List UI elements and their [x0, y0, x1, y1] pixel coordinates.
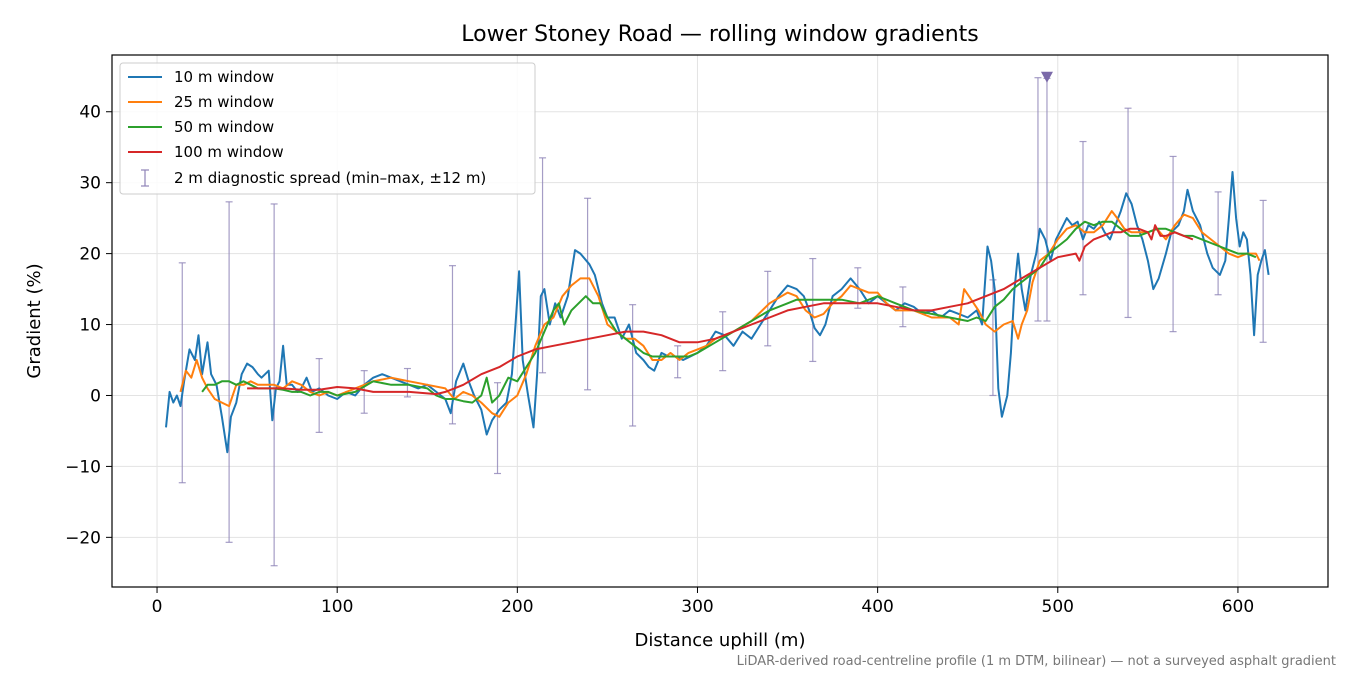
- x-axis-label: Distance uphill (m): [635, 630, 806, 651]
- y-tick-label: 10: [79, 316, 101, 336]
- x-tick-label: 500: [1042, 597, 1074, 617]
- legend-swatch-spread: [141, 169, 149, 187]
- y-tick-label: 30: [79, 174, 101, 194]
- x-tick-label: 400: [861, 597, 893, 617]
- series-line-50-m-window: [201, 220, 1257, 404]
- series-layer: [165, 71, 1270, 567]
- spread-errorbar: [719, 311, 727, 372]
- x-tick-label: 200: [501, 597, 533, 617]
- spread-errorbar: [1259, 199, 1267, 343]
- x-tick-label: 600: [1222, 597, 1254, 617]
- spread-errorbar: [584, 197, 592, 391]
- ticks: 0 100 200 300 400 500 600 −20 −10 0 10 20 30 40: [65, 103, 1254, 617]
- spread-errorbar: [225, 201, 233, 543]
- legend: 10 m window 25 m window 50 m window 100 …: [119, 62, 536, 195]
- spread-errorbar: [629, 304, 637, 427]
- x-tick-label: 300: [681, 597, 713, 617]
- series-line-100-m-window: [247, 224, 1194, 396]
- legend-label-50m: 50 m window: [174, 118, 274, 136]
- spread-errorbar: [764, 270, 772, 347]
- y-tick-label: 20: [79, 245, 101, 265]
- y-tick-label: 0: [90, 386, 101, 406]
- legend-label-10m: 10 m window: [174, 68, 274, 86]
- legend-label-100m: 100 m window: [174, 143, 284, 161]
- max-marker: [1040, 71, 1053, 83]
- y-tick-label: 40: [79, 103, 101, 123]
- spread-errorbar: [1169, 155, 1177, 333]
- spread-errorbar: [360, 370, 368, 414]
- legend-label-spread: 2 m diagnostic spread (min–max, ±12 m): [174, 169, 486, 187]
- spread-errorbar: [674, 345, 682, 379]
- spread-errorbar: [1214, 191, 1222, 296]
- legend-box: [119, 62, 536, 195]
- spread-errorbar: [1124, 107, 1132, 319]
- spread-errorbar: [809, 257, 817, 363]
- x-tick-label: 0: [152, 597, 163, 617]
- spread-errorbar: [1034, 77, 1042, 322]
- spread-errorbar: [178, 262, 186, 484]
- y-axis-label: Gradient (%): [24, 263, 45, 378]
- plot-frame: [111, 54, 1329, 588]
- y-tick-label: −10: [65, 457, 101, 477]
- chart-title: Lower Stoney Road — rolling window gradi…: [461, 22, 978, 47]
- x-tick-label: 100: [321, 597, 353, 617]
- footnote: LiDAR-derived road-centreline profile (1…: [737, 654, 1336, 669]
- legend-label-25m: 25 m window: [174, 93, 274, 111]
- spread-errorbar: [1079, 140, 1087, 296]
- y-tick-label: −20: [65, 528, 101, 548]
